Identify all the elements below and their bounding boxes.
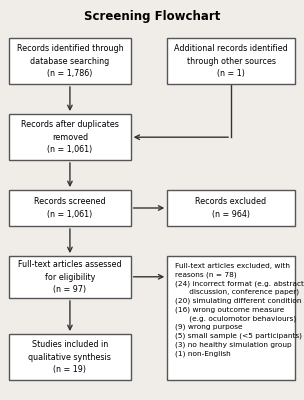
Text: Records excluded
(n = 964): Records excluded (n = 964): [195, 198, 267, 218]
Text: Records identified through
database searching
(n = 1,786): Records identified through database sear…: [17, 44, 123, 78]
FancyBboxPatch shape: [167, 256, 295, 380]
Text: Records screened
(n = 1,061): Records screened (n = 1,061): [34, 198, 106, 218]
FancyBboxPatch shape: [9, 256, 131, 298]
FancyBboxPatch shape: [9, 334, 131, 380]
Text: Studies included in
qualitative synthesis
(n = 19): Studies included in qualitative synthesi…: [29, 340, 111, 374]
Text: Screening Flowchart: Screening Flowchart: [84, 10, 220, 23]
Text: Full-text articles excluded, with
reasons (n = 78)
(24) incorrect format (e.g. a: Full-text articles excluded, with reason…: [175, 263, 304, 357]
FancyBboxPatch shape: [9, 38, 131, 84]
FancyBboxPatch shape: [167, 190, 295, 226]
FancyBboxPatch shape: [9, 190, 131, 226]
Text: Full-text articles assessed
for eligibility
(n = 97): Full-text articles assessed for eligibil…: [18, 260, 122, 294]
Text: Additional records identified
through other sources
(n = 1): Additional records identified through ot…: [174, 44, 288, 78]
FancyBboxPatch shape: [9, 114, 131, 160]
FancyBboxPatch shape: [167, 38, 295, 84]
Text: Records after duplicates
removed
(n = 1,061): Records after duplicates removed (n = 1,…: [21, 120, 119, 154]
